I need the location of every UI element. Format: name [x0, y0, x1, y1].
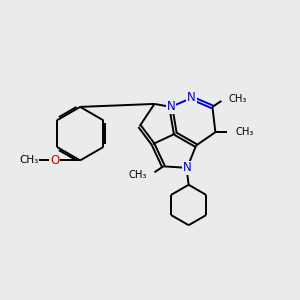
Text: O: O — [50, 154, 59, 167]
Text: CH₃: CH₃ — [19, 155, 38, 165]
Text: N: N — [183, 161, 191, 174]
Text: N: N — [187, 92, 196, 104]
Text: CH₃: CH₃ — [129, 170, 147, 180]
Text: CH₃: CH₃ — [235, 127, 254, 137]
Text: CH₃: CH₃ — [229, 94, 247, 103]
Text: N: N — [167, 100, 175, 113]
